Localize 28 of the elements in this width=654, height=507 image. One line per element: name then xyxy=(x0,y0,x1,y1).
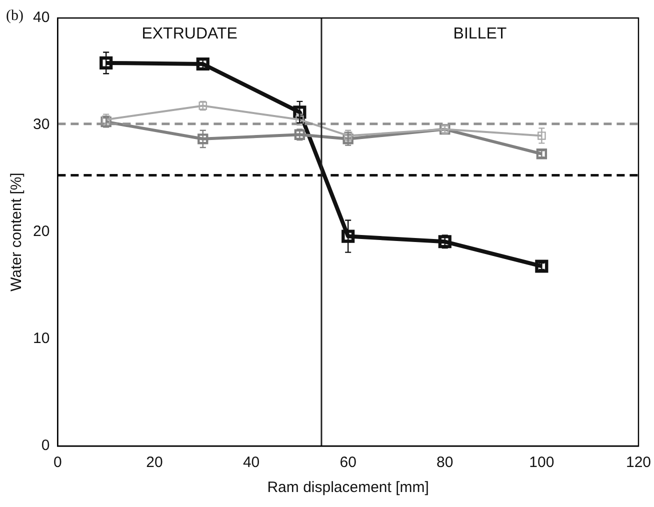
point xyxy=(102,116,110,124)
x-tick-label: 40 xyxy=(242,454,260,472)
x-tick-label: 60 xyxy=(340,454,356,472)
x-tick-label: 0 xyxy=(54,454,62,472)
annotation: EXTRUDATE xyxy=(142,25,238,42)
point xyxy=(538,132,546,140)
y-tick-label: 20 xyxy=(32,223,50,240)
point xyxy=(438,235,452,248)
x-axis-title: Ram displacement [mm] xyxy=(267,479,429,496)
x-tick-label: 120 xyxy=(626,454,651,472)
point xyxy=(293,106,306,119)
y-tick-label: 0 xyxy=(41,437,50,454)
y-axis-title: Water content [%] xyxy=(8,172,26,292)
x-tick-label: 20 xyxy=(146,454,163,472)
point xyxy=(196,57,210,71)
x-tick-label: 100 xyxy=(529,454,554,472)
point xyxy=(344,132,352,140)
annotation: BILLET xyxy=(453,25,507,42)
y-tick-label: 10 xyxy=(32,330,50,348)
x-tick-label: 80 xyxy=(436,454,454,472)
y-tick-label: 30 xyxy=(32,116,50,134)
point xyxy=(296,116,304,124)
point xyxy=(198,134,208,144)
point xyxy=(100,56,113,70)
y-tick-label: 40 xyxy=(32,9,50,26)
point xyxy=(535,260,548,273)
text: (b) xyxy=(6,8,24,24)
point xyxy=(342,230,355,243)
